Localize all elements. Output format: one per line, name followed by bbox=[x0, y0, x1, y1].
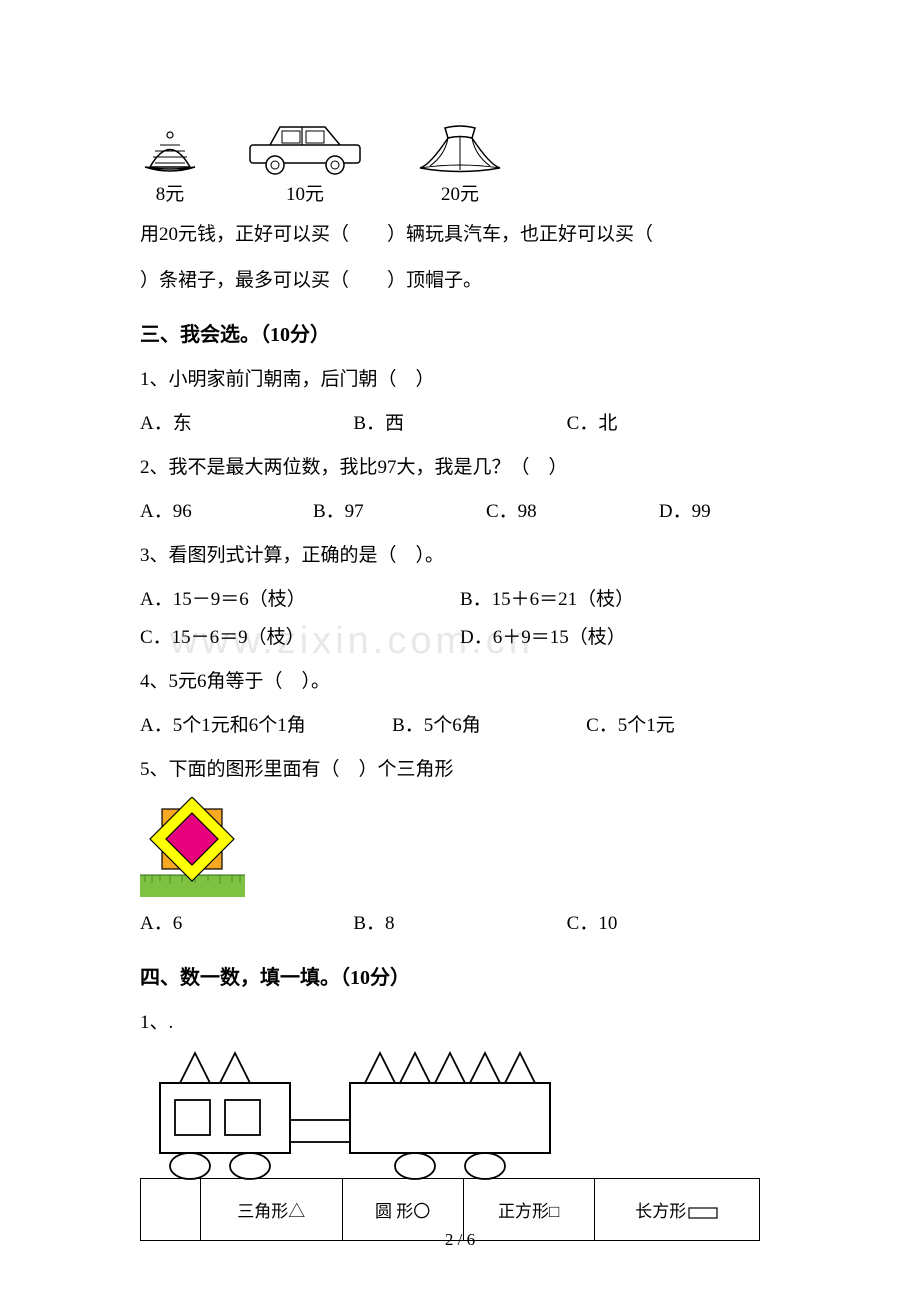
q1-option-a: A．东 bbox=[140, 405, 353, 443]
q2-text: 2、我不是最大两位数，我比97大，我是几？（ ） bbox=[140, 449, 780, 487]
q3-options: A．15－9＝6（枝） B．15＋6＝21（枝） C．15－6＝9（枝） D．6… bbox=[140, 581, 780, 657]
table-header-triangle: 三角形△ bbox=[201, 1179, 343, 1241]
q1-options: A．东 B．西 C．北 bbox=[140, 405, 780, 443]
q2-option-d: D．99 bbox=[659, 493, 780, 531]
q4-option-a: A．5个1元和6个1角 bbox=[140, 707, 392, 745]
fill-question-line1: 用20元钱，正好可以买（ ）辆玩具汽车，也正好可以买（ bbox=[140, 216, 780, 254]
skirt-icon bbox=[410, 115, 510, 175]
q5-option-b: B．8 bbox=[353, 905, 566, 943]
q3-option-b: B．15＋6＝21（枝） bbox=[460, 581, 780, 619]
q5-options: A．6 B．8 C．10 bbox=[140, 905, 780, 943]
car-price: 10元 bbox=[240, 179, 370, 206]
q2-option-a: A．96 bbox=[140, 493, 313, 531]
hat-price: 8元 bbox=[140, 179, 200, 206]
table-header-square: 正方形□ bbox=[463, 1179, 594, 1241]
s4-q1: 1、. bbox=[140, 1004, 780, 1042]
q4-option-b: B．5个6角 bbox=[392, 707, 586, 745]
rect-label: 长方形 bbox=[635, 1202, 686, 1221]
table-header-rectangle: 长方形 bbox=[594, 1179, 759, 1241]
q4-text: 4、5元6角等于（ ）。 bbox=[140, 663, 780, 701]
items-row: 8元 10元 bbox=[140, 115, 780, 206]
q1-text: 1、小明家前门朝南，后门朝（ ） bbox=[140, 361, 780, 399]
section4-title: 四、数一数，填一填。（10分） bbox=[140, 961, 780, 990]
q5-text: 5、下面的图形里面有（ ）个三角形 bbox=[140, 751, 780, 789]
q2-option-b: B．97 bbox=[313, 493, 486, 531]
q5-option-a: A．6 bbox=[140, 905, 353, 943]
q4-options: A．5个1元和6个1角 B．5个6角 C．5个1元 bbox=[140, 707, 780, 745]
q3-option-d: D．6＋9＝15（枝） bbox=[460, 619, 780, 657]
item-hat: 8元 bbox=[140, 115, 200, 206]
q3-option-a: A．15－9＝6（枝） bbox=[140, 581, 460, 619]
q5-figure bbox=[140, 797, 245, 897]
skirt-price: 20元 bbox=[410, 179, 510, 206]
item-car: 10元 bbox=[240, 115, 370, 206]
car-icon bbox=[240, 115, 370, 175]
item-skirt: 20元 bbox=[410, 115, 510, 206]
hat-icon bbox=[140, 115, 200, 175]
q2-option-c: C．98 bbox=[486, 493, 659, 531]
q5-option-c: C．10 bbox=[567, 905, 780, 943]
q2-options: A．96 B．97 C．98 D．99 bbox=[140, 493, 780, 531]
section3-title: 三、我会选。（10分） bbox=[140, 318, 780, 347]
q4-option-c: C．5个1元 bbox=[586, 707, 780, 745]
q1-option-c: C．北 bbox=[567, 405, 780, 443]
fill-question-line2: ）条裙子，最多可以买（ ）顶帽子。 bbox=[140, 262, 780, 300]
train-figure bbox=[140, 1048, 600, 1178]
shapes-table: 三角形△ 圆 形〇 正方形□ 长方形 bbox=[140, 1178, 760, 1241]
table-cell-empty bbox=[141, 1179, 201, 1241]
q3-option-c: C．15－6＝9（枝） bbox=[140, 619, 460, 657]
q1-option-b: B．西 bbox=[353, 405, 566, 443]
table-header-circle: 圆 形〇 bbox=[342, 1179, 463, 1241]
q3-text: 3、看图列式计算，正确的是（ ）。 bbox=[140, 537, 780, 575]
